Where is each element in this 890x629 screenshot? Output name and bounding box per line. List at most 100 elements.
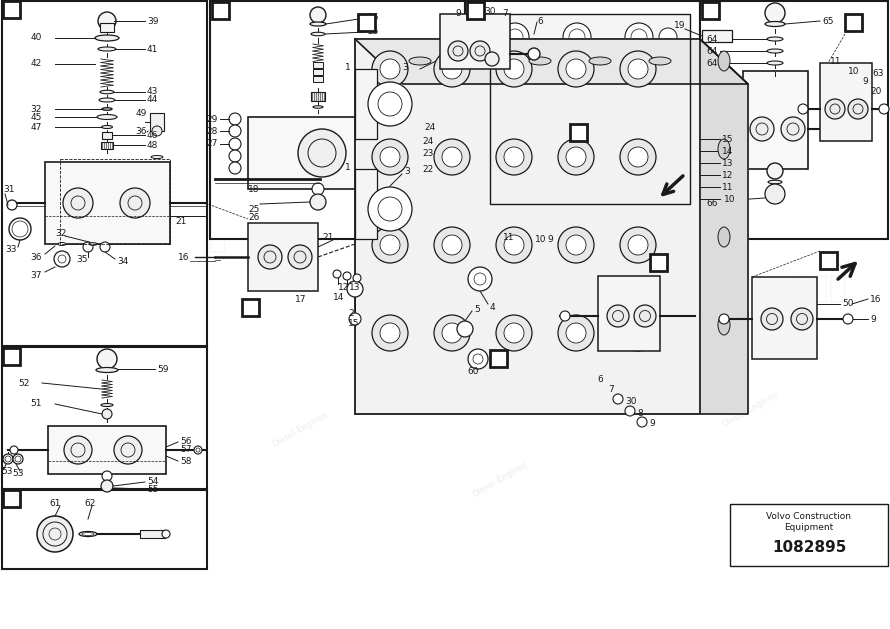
Text: A: A <box>653 256 663 269</box>
Circle shape <box>496 227 532 263</box>
Circle shape <box>501 127 529 155</box>
Text: 37: 37 <box>30 270 42 279</box>
Text: 14: 14 <box>333 292 344 301</box>
Circle shape <box>7 200 17 210</box>
Circle shape <box>380 323 400 343</box>
Bar <box>140 530 165 538</box>
Circle shape <box>448 41 468 61</box>
Circle shape <box>843 314 853 324</box>
Circle shape <box>631 185 647 201</box>
Text: 1: 1 <box>345 62 351 72</box>
Ellipse shape <box>98 47 116 51</box>
Bar <box>598 276 660 351</box>
Ellipse shape <box>313 106 323 108</box>
Bar <box>570 124 587 141</box>
Circle shape <box>434 227 470 263</box>
Circle shape <box>333 270 341 278</box>
Text: 聚动力: 聚动力 <box>673 214 727 243</box>
Bar <box>700 1 888 239</box>
Ellipse shape <box>767 37 783 41</box>
Circle shape <box>349 313 361 325</box>
Text: Diesel-Engines: Diesel-Engines <box>471 459 530 499</box>
Text: C: C <box>7 492 16 505</box>
Text: 50: 50 <box>842 299 854 308</box>
Text: E: E <box>574 126 583 139</box>
Circle shape <box>634 305 656 327</box>
Text: 22: 22 <box>422 165 433 174</box>
Circle shape <box>442 235 462 255</box>
Bar <box>100 23 114 32</box>
Text: F: F <box>707 4 715 17</box>
Text: 15: 15 <box>348 320 360 328</box>
Circle shape <box>504 59 524 79</box>
Circle shape <box>765 3 785 23</box>
Circle shape <box>560 311 570 321</box>
Bar <box>702 30 732 42</box>
Circle shape <box>791 308 813 330</box>
Circle shape <box>288 245 312 269</box>
Text: D: D <box>215 4 226 17</box>
Ellipse shape <box>409 57 431 65</box>
Circle shape <box>569 133 585 149</box>
Bar <box>2 1 207 346</box>
Text: 10: 10 <box>724 194 735 204</box>
Text: 25: 25 <box>248 204 259 213</box>
Bar <box>101 142 113 149</box>
Text: 1: 1 <box>345 162 351 172</box>
Text: 47: 47 <box>30 123 42 131</box>
Text: A: A <box>7 3 16 16</box>
Text: F: F <box>849 16 858 29</box>
Circle shape <box>442 323 462 343</box>
Circle shape <box>620 139 656 175</box>
Text: 51: 51 <box>30 399 42 408</box>
Text: 9: 9 <box>547 235 553 243</box>
Text: 13: 13 <box>722 159 733 167</box>
Circle shape <box>258 245 282 269</box>
Ellipse shape <box>97 114 117 120</box>
Text: 59: 59 <box>157 364 168 374</box>
Bar <box>490 350 507 367</box>
Circle shape <box>506 228 514 236</box>
Circle shape <box>162 530 170 538</box>
Circle shape <box>558 51 594 87</box>
Polygon shape <box>355 39 748 84</box>
Circle shape <box>380 147 400 167</box>
Ellipse shape <box>99 98 115 102</box>
Text: 32: 32 <box>30 104 42 113</box>
Text: 26: 26 <box>248 213 259 221</box>
Ellipse shape <box>718 139 730 159</box>
Circle shape <box>361 139 389 167</box>
Text: C: C <box>494 352 503 365</box>
Circle shape <box>625 179 653 207</box>
Circle shape <box>798 104 808 114</box>
Ellipse shape <box>718 51 730 71</box>
Circle shape <box>310 7 326 23</box>
Text: Diesel-Engines: Diesel-Engines <box>341 179 400 218</box>
Circle shape <box>442 59 462 79</box>
Circle shape <box>501 75 529 103</box>
Ellipse shape <box>102 108 112 110</box>
Text: 3: 3 <box>402 62 408 72</box>
Ellipse shape <box>79 532 97 537</box>
Text: 32: 32 <box>55 230 67 238</box>
Text: 53: 53 <box>12 469 24 479</box>
Text: 16: 16 <box>870 294 881 304</box>
Circle shape <box>507 133 523 149</box>
Text: 聚动力: 聚动力 <box>793 274 847 304</box>
Circle shape <box>64 436 92 464</box>
Text: 35: 35 <box>77 255 88 265</box>
Text: 11: 11 <box>503 233 514 242</box>
Bar <box>2 347 207 489</box>
Circle shape <box>569 81 585 97</box>
Circle shape <box>229 113 241 125</box>
Bar <box>497 196 537 221</box>
Circle shape <box>558 315 594 351</box>
Ellipse shape <box>96 367 118 372</box>
Text: 10: 10 <box>848 67 860 77</box>
Ellipse shape <box>767 61 783 65</box>
Circle shape <box>625 406 635 416</box>
Text: 39: 39 <box>147 16 158 26</box>
Circle shape <box>97 349 117 369</box>
Bar <box>355 39 700 414</box>
Ellipse shape <box>718 227 730 247</box>
